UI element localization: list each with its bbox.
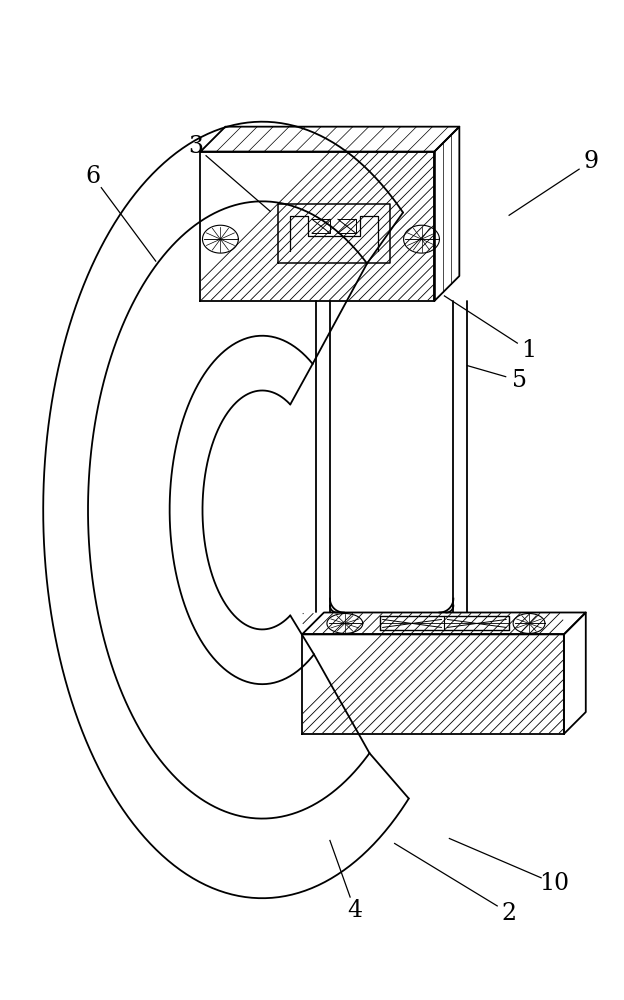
Text: 6: 6 (85, 165, 100, 188)
Text: 3: 3 (188, 135, 203, 158)
Text: 9: 9 (583, 150, 598, 173)
Text: 4: 4 (347, 899, 363, 922)
Text: 5: 5 (512, 369, 527, 392)
Text: 1: 1 (522, 339, 537, 362)
Text: 10: 10 (539, 872, 569, 895)
Text: 2: 2 (502, 902, 517, 925)
